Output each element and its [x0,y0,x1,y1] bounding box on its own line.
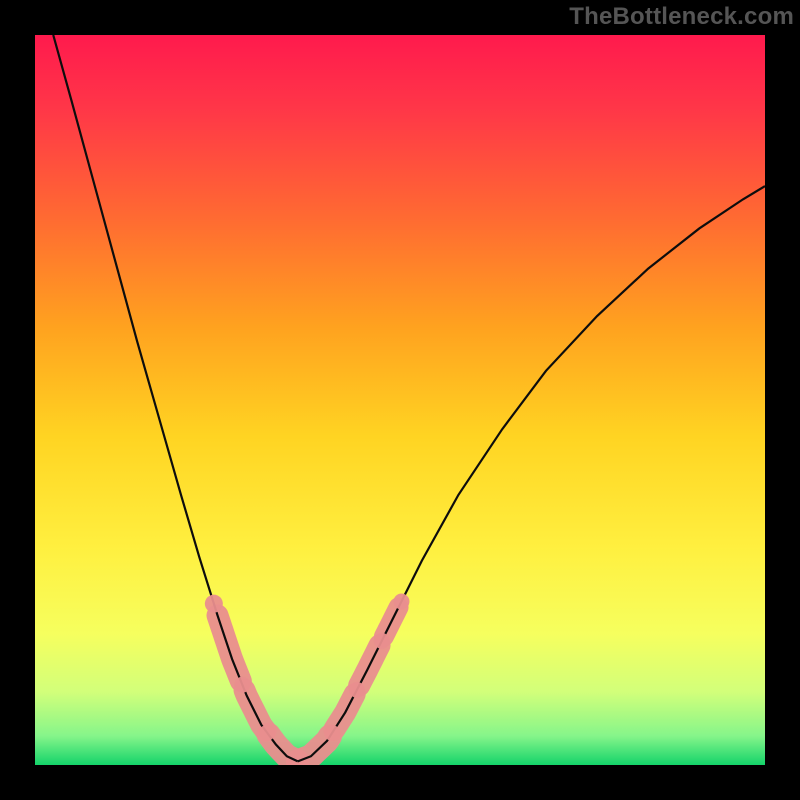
plot-area [35,35,765,765]
chart-stage: TheBottleneck.com [0,0,800,800]
gradient-background [35,35,765,765]
highlight-dot [259,725,275,741]
highlight-dot [234,677,250,693]
highlight-dot [374,633,390,649]
highlight-dot [205,595,223,613]
highlight-dot [324,725,340,741]
highlight-dot [393,593,409,609]
highlight-dot [349,682,365,698]
attribution-text: TheBottleneck.com [569,3,794,31]
chart-svg [0,0,800,800]
